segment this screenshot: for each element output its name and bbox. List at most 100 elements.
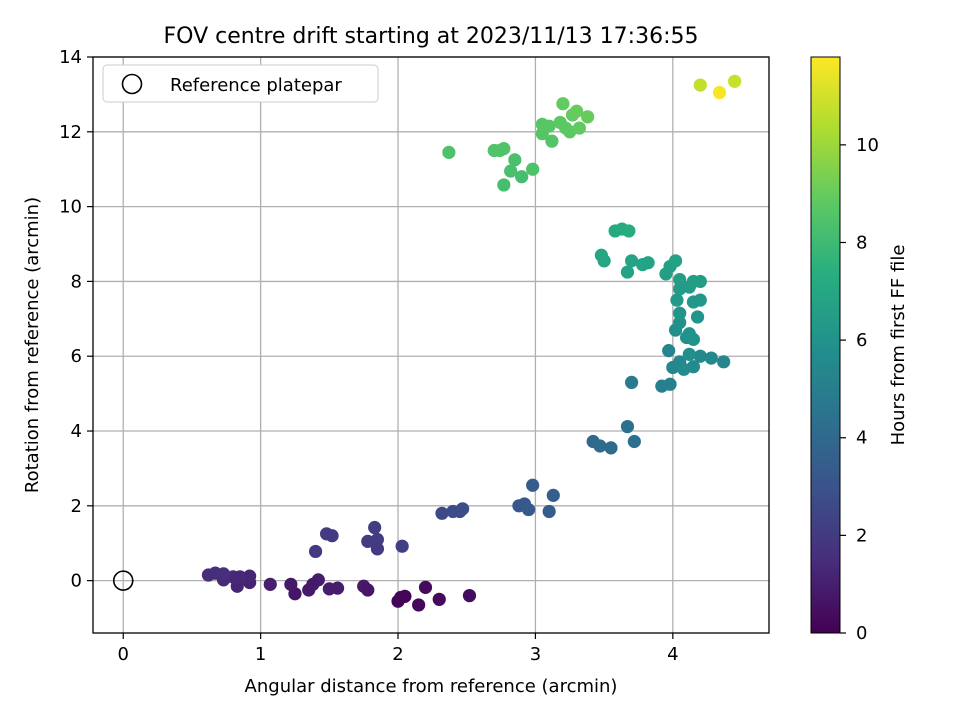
data-point bbox=[462, 588, 477, 603]
data-point bbox=[625, 254, 639, 268]
data-point bbox=[545, 134, 559, 148]
chart-title: FOV centre drift starting at 2023/11/13 … bbox=[164, 24, 699, 49]
legend: Reference platepar bbox=[102, 64, 379, 103]
data-point bbox=[622, 224, 636, 238]
data-point bbox=[526, 478, 540, 492]
legend-box bbox=[102, 64, 379, 103]
data-point bbox=[690, 310, 705, 324]
data-point bbox=[604, 441, 618, 455]
data-point bbox=[497, 178, 511, 192]
data-point bbox=[515, 170, 529, 184]
data-point bbox=[418, 580, 433, 594]
data-point bbox=[572, 121, 586, 135]
y-axis-label: Rotation from reference (arcmin) bbox=[22, 197, 43, 493]
data-point bbox=[370, 532, 385, 547]
plot-frame bbox=[92, 56, 770, 634]
x-axis-ticks: 0 1 2 3 4 bbox=[118, 633, 679, 665]
data-point bbox=[693, 78, 707, 92]
data-point bbox=[673, 306, 687, 320]
colorbar-tick-label: 6 bbox=[856, 330, 867, 351]
data-point bbox=[412, 598, 426, 612]
data-point bbox=[456, 502, 470, 516]
data-point bbox=[432, 592, 446, 606]
data-point bbox=[570, 104, 584, 118]
data-point bbox=[370, 542, 385, 556]
data-point bbox=[442, 145, 456, 159]
data-point bbox=[504, 164, 518, 178]
colorbar-label: Hours from first FF file bbox=[888, 245, 909, 446]
y-tick-label: 12 bbox=[59, 122, 82, 143]
data-point bbox=[263, 577, 277, 591]
y-tick-label: 14 bbox=[59, 47, 82, 68]
data-point bbox=[593, 439, 607, 453]
y-tick-label: 8 bbox=[71, 271, 82, 292]
data-point bbox=[620, 265, 635, 279]
data-point bbox=[686, 332, 701, 346]
colorbar-ticks: 0 2 4 6 8 10 bbox=[840, 135, 879, 644]
data-point bbox=[581, 110, 595, 124]
colorbar-tick-label: 2 bbox=[856, 525, 867, 546]
data-point bbox=[521, 502, 536, 517]
data-point bbox=[556, 97, 570, 111]
data-point bbox=[627, 434, 641, 449]
data-point bbox=[435, 506, 449, 520]
data-point bbox=[306, 577, 320, 591]
data-point bbox=[717, 355, 731, 369]
data-point bbox=[712, 85, 727, 100]
data-point bbox=[670, 293, 684, 307]
data-point bbox=[361, 583, 375, 597]
x-tick-label: 0 bbox=[118, 644, 129, 665]
colorbar-tick-label: 0 bbox=[856, 623, 867, 644]
data-point bbox=[308, 544, 323, 559]
data-point bbox=[693, 293, 707, 307]
data-point bbox=[546, 488, 560, 502]
data-point bbox=[542, 504, 556, 519]
colorbar-tick-label: 10 bbox=[856, 135, 879, 156]
data-point bbox=[594, 248, 608, 262]
data-point bbox=[508, 153, 522, 167]
y-tick-label: 2 bbox=[71, 496, 82, 517]
data-point bbox=[728, 74, 742, 88]
data-point bbox=[662, 344, 676, 358]
colorbar: 0 2 4 6 8 10 Hours from first FF file bbox=[810, 56, 909, 644]
data-point bbox=[673, 272, 687, 287]
data-point bbox=[497, 142, 511, 156]
x-tick-label: 3 bbox=[530, 644, 541, 665]
data-point bbox=[243, 569, 257, 583]
data-point bbox=[693, 349, 707, 363]
data-point bbox=[394, 590, 408, 605]
colorbar-gradient bbox=[810, 56, 841, 634]
legend-marker bbox=[121, 73, 143, 95]
data-point bbox=[673, 315, 687, 330]
data-point bbox=[233, 570, 247, 584]
data-point bbox=[620, 419, 635, 434]
data-point bbox=[368, 520, 382, 535]
data-point bbox=[704, 351, 718, 365]
data-point bbox=[663, 377, 677, 391]
data-points bbox=[201, 74, 742, 612]
data-point bbox=[395, 539, 409, 553]
x-tick-label: 4 bbox=[667, 644, 678, 665]
x-tick-label: 2 bbox=[392, 644, 403, 665]
data-point bbox=[693, 274, 707, 289]
colorbar-tick-label: 8 bbox=[856, 232, 867, 253]
y-tick-label: 6 bbox=[71, 346, 82, 367]
colorbar-tick-label: 4 bbox=[856, 428, 867, 449]
data-point bbox=[526, 162, 540, 176]
y-tick-label: 0 bbox=[71, 571, 82, 592]
y-tick-label: 4 bbox=[71, 421, 82, 442]
data-point bbox=[625, 375, 639, 390]
legend-entry: Reference platepar bbox=[170, 75, 342, 96]
reference-point-marker bbox=[112, 570, 134, 591]
data-point bbox=[668, 254, 683, 268]
data-point bbox=[641, 256, 655, 270]
data-point bbox=[542, 119, 556, 133]
data-point bbox=[284, 577, 298, 591]
data-point bbox=[330, 581, 345, 595]
x-axis-label: Angular distance from reference (arcmin) bbox=[245, 676, 618, 697]
y-tick-label: 10 bbox=[59, 197, 82, 218]
data-point bbox=[686, 360, 701, 374]
data-point bbox=[325, 529, 339, 543]
data-point bbox=[682, 347, 696, 361]
